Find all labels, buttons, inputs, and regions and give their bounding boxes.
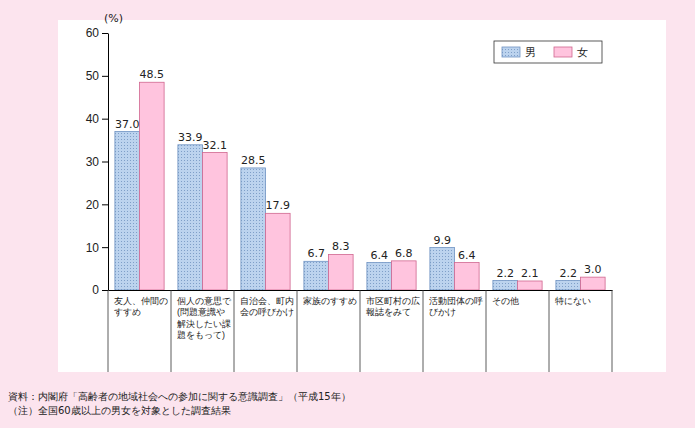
data-labels: 37.0 33.9 28.5 6.7 6.4 9.9 2.2 2.2 48.5 32.1 17.9 8… xyxy=(115,68,602,280)
data-label: 6.4 xyxy=(370,249,388,262)
bar xyxy=(581,277,606,290)
legend-swatch xyxy=(554,47,572,57)
x-tick: 家族のすすめ xyxy=(303,290,357,306)
category-dividers xyxy=(108,290,612,372)
y-tick-mark xyxy=(102,33,108,34)
data-label: 2.2 xyxy=(559,267,577,280)
panel xyxy=(58,20,666,372)
y-tick: 20 xyxy=(86,198,108,212)
bar xyxy=(266,213,291,290)
y-tick-label: 30 xyxy=(86,155,100,169)
bar xyxy=(304,261,329,290)
data-label: 37.0 xyxy=(115,118,140,131)
x-tick: 活動団体の呼びかけ xyxy=(429,290,483,317)
x-tick: 特にない xyxy=(555,290,591,306)
bar xyxy=(203,153,228,290)
legend-label: 男 xyxy=(525,46,536,59)
data-label: 3.0 xyxy=(584,263,602,276)
y-tick: 60 xyxy=(86,26,108,40)
x-tick-label: 自治会、町内会の呼びかけ xyxy=(240,296,294,317)
y-tick-mark xyxy=(102,204,108,205)
bar xyxy=(392,261,417,290)
x-tick-label: その他 xyxy=(492,296,519,306)
y-tick: 40 xyxy=(86,112,108,126)
y-tick-label: 40 xyxy=(86,112,100,126)
y-tick-mark xyxy=(102,290,108,291)
divider xyxy=(549,290,550,372)
y-tick-mark xyxy=(102,162,108,163)
data-label: 9.9 xyxy=(433,234,451,247)
annotation: （注）全国60歳以上の男女を対象とした調査結果 xyxy=(8,405,231,416)
bar xyxy=(493,281,518,290)
divider xyxy=(297,290,298,372)
divider xyxy=(423,290,424,372)
bar xyxy=(455,263,480,290)
data-label: 2.1 xyxy=(521,267,539,280)
annotations: 資料：内閣府「高齢者の地域社会への参加に関する意識調査」（平成15年） （注）全国… xyxy=(8,391,351,416)
x-tick-label: 家族のすすめ xyxy=(303,296,357,306)
y-axis-line xyxy=(108,34,109,291)
divider xyxy=(171,290,172,372)
chart: 37.0 33.9 28.5 6.7 6.4 9.9 2.2 2.2 48.5 32.1 17.9 8… xyxy=(0,0,695,428)
data-label: 28.5 xyxy=(241,154,266,167)
legend-label: 女 xyxy=(577,46,588,59)
y-tick-label: 60 xyxy=(86,26,100,40)
bar xyxy=(556,281,581,290)
x-tick: 個人の意思で(問題意識や解決したい課題をもって) xyxy=(177,290,232,340)
bar xyxy=(367,263,392,290)
data-label: 6.8 xyxy=(395,247,413,260)
data-label: 48.5 xyxy=(140,68,165,81)
y-tick-label: 0 xyxy=(92,283,99,297)
x-tick-label: 活動団体の呼びかけ xyxy=(429,296,483,317)
bars xyxy=(115,82,605,290)
bar xyxy=(241,168,266,290)
data-label: 33.9 xyxy=(178,131,203,144)
y-tick: 10 xyxy=(86,241,108,255)
legend-box xyxy=(494,41,602,63)
divider xyxy=(486,290,487,372)
divider xyxy=(360,290,361,372)
x-axis: 友人、仲間のすすめ個人の意思で(問題意識や解決したい課題をもって) 自治会、町内会… xyxy=(109,290,613,340)
x-tick-label: 個人の意思で(問題意識や解決したい課題をもって) xyxy=(177,296,232,340)
x-tick: 市区町村の広報誌をみて xyxy=(366,290,420,317)
y-axis-title: (%) xyxy=(104,12,123,25)
bar xyxy=(430,248,455,290)
x-tick: 自治会、町内会の呼びかけ xyxy=(240,290,294,317)
data-label: 6.4 xyxy=(458,249,476,262)
divider xyxy=(612,290,613,372)
y-tick: 30 xyxy=(86,155,108,169)
divider xyxy=(108,290,109,372)
bar xyxy=(329,254,354,290)
bar xyxy=(178,145,203,290)
data-label: 6.7 xyxy=(307,247,325,260)
y-tick-label: 20 xyxy=(86,198,100,212)
y-axis: 0 10 20 30 40 50 60 xyxy=(86,26,109,297)
y-tick: 0 xyxy=(92,283,108,297)
x-tick: その他 xyxy=(492,290,519,306)
y-tick-mark xyxy=(102,247,108,248)
legend-swatch xyxy=(502,47,520,57)
data-label: 8.3 xyxy=(332,240,350,253)
y-tick: 50 xyxy=(86,69,108,83)
y-tick-mark xyxy=(102,119,108,120)
x-axis-line xyxy=(109,290,613,291)
bar xyxy=(140,82,165,290)
x-tick-label: 市区町村の広報誌をみて xyxy=(366,296,420,317)
legend: 男女 xyxy=(494,41,602,63)
bar xyxy=(115,132,140,290)
divider xyxy=(234,290,235,372)
data-label: 17.9 xyxy=(266,199,291,212)
x-tick-label: 特にない xyxy=(555,296,591,306)
x-tick: 友人、仲間のすすめ xyxy=(114,290,168,317)
data-label: 2.2 xyxy=(496,267,514,280)
y-tick-label: 50 xyxy=(86,69,100,83)
x-tick-label: 友人、仲間のすすめ xyxy=(114,296,168,317)
y-tick-label: 10 xyxy=(86,241,100,255)
annotation: 資料：内閣府「高齢者の地域社会への参加に関する意識調査」（平成15年） xyxy=(8,391,351,402)
data-label: 32.1 xyxy=(203,139,228,152)
bar xyxy=(518,281,543,290)
y-tick-mark xyxy=(102,76,108,77)
